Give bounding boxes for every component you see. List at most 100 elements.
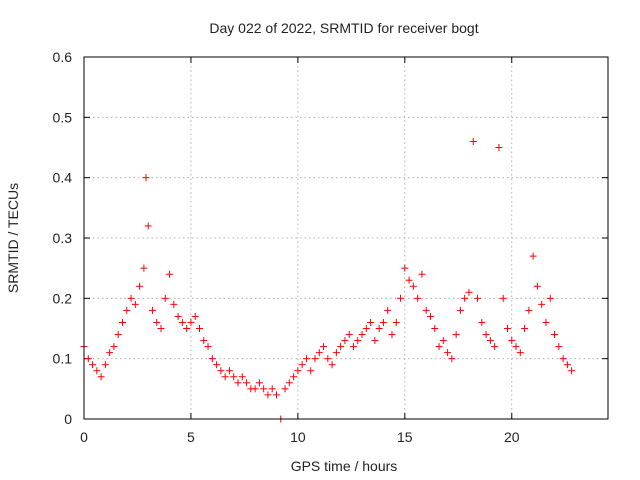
data-point [431, 325, 439, 332]
data-point [118, 318, 126, 326]
data-point [529, 252, 537, 260]
data-point [371, 337, 379, 345]
data-point [225, 367, 233, 375]
data-point [474, 294, 482, 302]
data-point [546, 294, 554, 302]
data-point [200, 337, 208, 345]
data-point [106, 349, 114, 357]
data-point [148, 306, 156, 314]
data-point [272, 391, 280, 399]
data-point [97, 373, 105, 381]
data-point [260, 385, 268, 393]
data-point [195, 325, 203, 332]
chart-title: Day 022 of 2022, SRMTID for receiver bog… [209, 20, 478, 36]
data-point [183, 325, 191, 332]
data-point [559, 355, 567, 363]
data-point [110, 343, 118, 351]
data-point [349, 343, 357, 351]
data-point [405, 276, 413, 284]
data-point [230, 373, 238, 381]
data-point [255, 379, 263, 387]
data-point [285, 379, 293, 387]
data-point [311, 355, 319, 363]
data-point [234, 379, 242, 387]
data-point [538, 300, 546, 308]
data-point [123, 306, 131, 314]
data-point [142, 174, 150, 182]
data-points [80, 137, 576, 423]
data-point [555, 343, 563, 351]
data-point [435, 343, 443, 351]
data-point [320, 343, 328, 351]
data-point [127, 294, 135, 302]
data-point [418, 270, 426, 278]
data-point [161, 294, 169, 302]
data-point [422, 306, 430, 314]
data-point [439, 337, 447, 345]
data-point [101, 361, 109, 369]
data-point [221, 373, 229, 381]
data-point [144, 222, 152, 230]
data-point [89, 361, 97, 369]
data-point [178, 318, 186, 326]
data-point [345, 331, 353, 339]
y-tick-label: 0.5 [53, 109, 73, 125]
data-point [187, 318, 195, 326]
data-point [264, 391, 272, 399]
data-point [409, 282, 417, 290]
data-point [461, 294, 469, 302]
data-point [217, 367, 225, 375]
data-point [563, 361, 571, 369]
data-point [542, 318, 550, 326]
data-point [84, 355, 92, 363]
data-point [469, 137, 477, 145]
data-point [354, 337, 362, 345]
data-point [290, 373, 298, 381]
data-point [482, 331, 490, 339]
data-point [153, 318, 161, 326]
data-point [315, 349, 323, 357]
y-tick-labels: 0 0.1 0.2 0.3 0.4 0.5 0.6 [53, 49, 73, 427]
x-tick-label: 20 [504, 429, 520, 445]
data-point [298, 361, 306, 369]
data-point [281, 385, 289, 393]
data-point [140, 264, 148, 272]
data-point [486, 337, 494, 345]
data-point [448, 355, 456, 363]
data-point [191, 312, 199, 320]
data-point [384, 306, 392, 314]
data-point [465, 288, 473, 296]
data-point [114, 331, 122, 339]
data-point [204, 343, 212, 351]
data-point [324, 355, 332, 363]
data-point [478, 318, 486, 326]
x-tick-label: 5 [187, 429, 195, 445]
data-point [388, 331, 396, 339]
data-point [213, 361, 221, 369]
data-point [332, 349, 340, 357]
data-point [367, 318, 375, 326]
data-point [170, 300, 178, 308]
data-point [503, 325, 511, 332]
data-point [208, 355, 216, 363]
data-point [294, 367, 302, 375]
x-tick-label: 10 [290, 429, 306, 445]
y-tick-label: 0.3 [53, 230, 73, 246]
data-point [93, 367, 101, 375]
plot-frame [83, 56, 609, 420]
data-point [533, 282, 541, 290]
data-point [358, 331, 366, 339]
data-point [512, 343, 520, 351]
y-tick-label: 0 [64, 411, 72, 427]
x-tick-label: 0 [80, 429, 88, 445]
data-point [491, 343, 499, 351]
data-point [568, 367, 576, 375]
data-point [444, 349, 452, 357]
data-point [307, 367, 315, 375]
y-tick-label: 0.6 [53, 49, 73, 65]
data-point [551, 331, 559, 339]
data-point [328, 361, 336, 369]
data-point [495, 144, 503, 151]
data-point [238, 373, 246, 381]
